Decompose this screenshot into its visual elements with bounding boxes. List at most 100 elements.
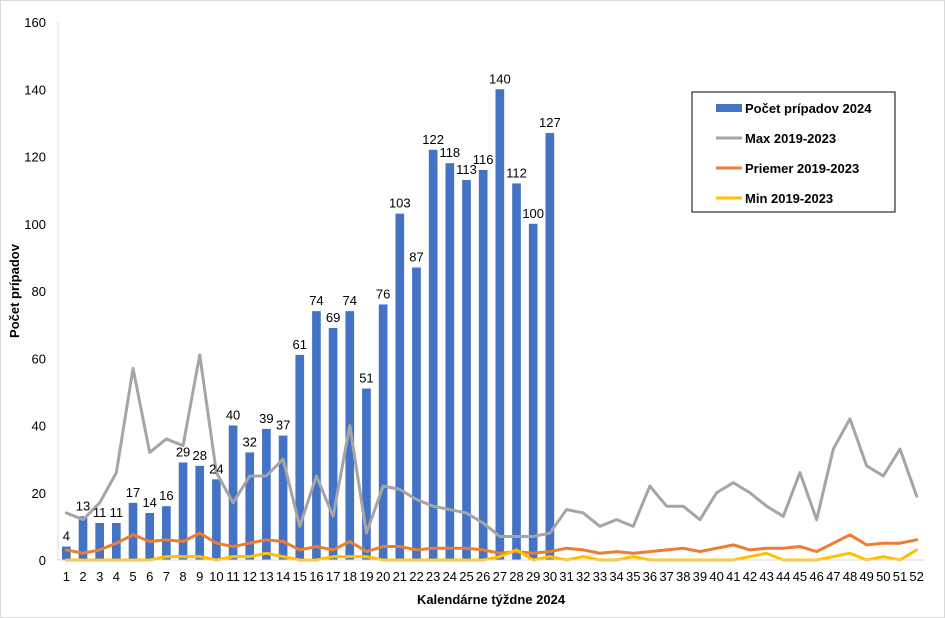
x-tick-label: 9 [196,569,203,584]
bar [145,512,155,560]
x-tick-label: 43 [759,569,773,584]
bar [228,425,238,560]
series-line-mean [64,531,919,555]
y-tick-label: 140 [24,82,46,97]
bar [362,388,371,560]
bar-value-label: 16 [159,488,173,503]
x-tick-label: 11 [226,569,240,584]
y-tick-label: 20 [32,486,46,501]
bar-value-label: 69 [326,310,340,325]
bar-value-label: 61 [293,337,307,352]
bar-value-label: 116 [473,152,494,167]
x-axis-title: Kalendárne týždne 2024 [417,592,566,607]
x-tick-label: 26 [476,569,490,584]
bar [378,304,388,560]
bar [445,163,455,560]
y-tick-label: 60 [32,351,46,366]
x-tick-label: 37 [659,569,673,584]
bar [62,546,71,560]
x-tick-label: 24 [443,569,457,584]
x-tick-label: 40 [709,569,723,584]
bar-value-label: 74 [343,293,357,308]
bar-value-label: 39 [259,411,273,426]
bar [112,523,121,560]
legend: Počet prípadov 2024 Max 2019-2023 Prieme… [691,91,896,213]
bar-value-label: 17 [126,485,140,500]
bar-value-label: 40 [226,408,240,423]
x-tick-label: 36 [643,569,657,584]
bar-value-label: 76 [376,286,390,301]
x-tick-label: 16 [309,569,323,584]
x-tick-label: 52 [909,569,923,584]
legend-label-bars: Počet prípadov 2024 [745,101,872,116]
x-tick-label: 23 [426,569,440,584]
bar-value-label: 14 [142,495,156,510]
x-tick-label: 32 [576,569,590,584]
bar [462,180,471,560]
x-tick-label: 17 [326,569,340,584]
x-tick-label: 14 [276,569,290,584]
bar-value-label: 118 [439,145,460,160]
x-tick-label: 31 [559,569,573,584]
bar-value-label: 29 [176,444,190,459]
bar-value-label: 87 [409,249,423,264]
series-line-max [64,353,919,538]
x-tick-label: 35 [626,569,640,584]
x-tick-label: 30 [543,569,557,584]
bar-value-label: 28 [192,448,206,463]
bar [312,311,321,560]
bar-value-label: 24 [209,461,223,476]
x-tick-label: 1 [63,569,70,584]
bar-value-label: 112 [506,165,527,180]
x-tick-label: 41 [726,569,740,584]
x-tick-label: 38 [676,569,690,584]
x-tick-label: 49 [859,569,873,584]
bar [395,213,405,560]
bar-value-label: 127 [539,115,561,130]
bar [295,354,305,560]
x-tick-label: 3 [96,569,103,584]
bar-value-label: 140 [489,71,511,86]
bar [262,428,271,560]
bar [95,523,105,560]
bar [162,506,171,560]
y-tick-label: 40 [32,419,46,434]
bar [512,183,521,560]
bar [412,267,421,560]
bar [178,462,188,560]
x-tick-label: 4 [113,569,120,584]
legend-swatch-bars [716,104,742,112]
bar [345,311,355,560]
bar [328,327,338,560]
y-tick-label: 100 [24,217,46,232]
x-axis-ticks: 1 2 3 4 5 6 7 8 9 10 11 12 13 14 15 16 17 18 19 20 21 22 23 24 2… [63,569,924,584]
bar [545,132,555,560]
bar-value-label: 103 [389,196,411,211]
x-tick-label: 18 [343,569,357,584]
x-tick-label: 34 [609,569,623,584]
y-axis-title: Počet prípadov [7,243,22,338]
bar [278,435,288,560]
bar [495,89,505,560]
bar-value-label: 100 [522,206,544,221]
bar [195,465,205,560]
bar-value-label: 32 [243,434,257,449]
x-tick-label: 45 [793,569,807,584]
bar [212,479,221,560]
x-tick-label: 13 [259,569,273,584]
bar-value-label: 13 [76,498,90,513]
x-tick-label: 10 [209,569,223,584]
x-tick-label: 12 [243,569,257,584]
bar-value-label: 122 [422,132,444,147]
x-tick-label: 42 [743,569,757,584]
x-tick-label: 46 [809,569,823,584]
bar-value-label: 11 [93,505,107,520]
x-tick-label: 50 [876,569,890,584]
legend-label-mean: Priemer 2019-2023 [745,161,859,176]
bar [478,169,488,560]
series-line-min [64,548,919,562]
bar-value-label: 74 [309,293,323,308]
y-tick-label: 0 [39,553,46,568]
bar-value-label: 4 [63,529,70,544]
x-tick-label: 47 [826,569,840,584]
